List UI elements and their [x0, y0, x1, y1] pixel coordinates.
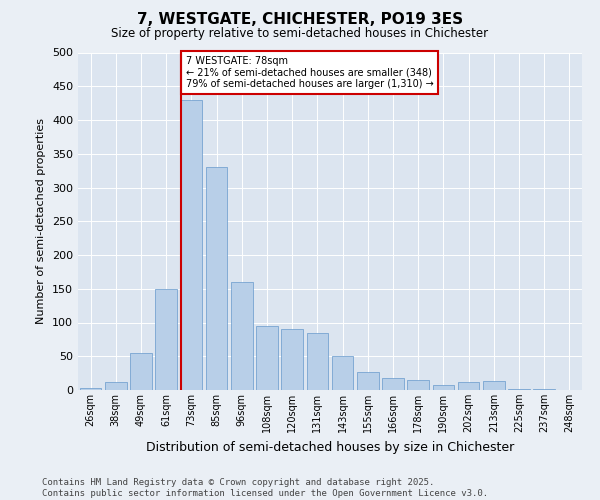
Bar: [256, 326, 278, 390]
Text: Contains HM Land Registry data © Crown copyright and database right 2025.
Contai: Contains HM Land Registry data © Crown c…: [42, 478, 488, 498]
Bar: [130, 353, 152, 390]
Bar: [332, 356, 353, 390]
Bar: [458, 382, 479, 390]
Bar: [181, 100, 202, 390]
Bar: [407, 380, 429, 390]
X-axis label: Distribution of semi-detached houses by size in Chichester: Distribution of semi-detached houses by …: [146, 440, 514, 454]
Bar: [357, 372, 379, 390]
Bar: [508, 388, 530, 390]
Text: 7, WESTGATE, CHICHESTER, PO19 3ES: 7, WESTGATE, CHICHESTER, PO19 3ES: [137, 12, 463, 28]
Bar: [155, 289, 177, 390]
Text: 7 WESTGATE: 78sqm
← 21% of semi-detached houses are smaller (348)
79% of semi-de: 7 WESTGATE: 78sqm ← 21% of semi-detached…: [186, 56, 433, 89]
Y-axis label: Number of semi-detached properties: Number of semi-detached properties: [37, 118, 46, 324]
Bar: [231, 282, 253, 390]
Bar: [206, 167, 227, 390]
Text: Size of property relative to semi-detached houses in Chichester: Size of property relative to semi-detach…: [112, 28, 488, 40]
Bar: [307, 332, 328, 390]
Bar: [105, 382, 127, 390]
Bar: [281, 329, 303, 390]
Bar: [483, 381, 505, 390]
Bar: [433, 384, 454, 390]
Bar: [80, 388, 101, 390]
Bar: [382, 378, 404, 390]
